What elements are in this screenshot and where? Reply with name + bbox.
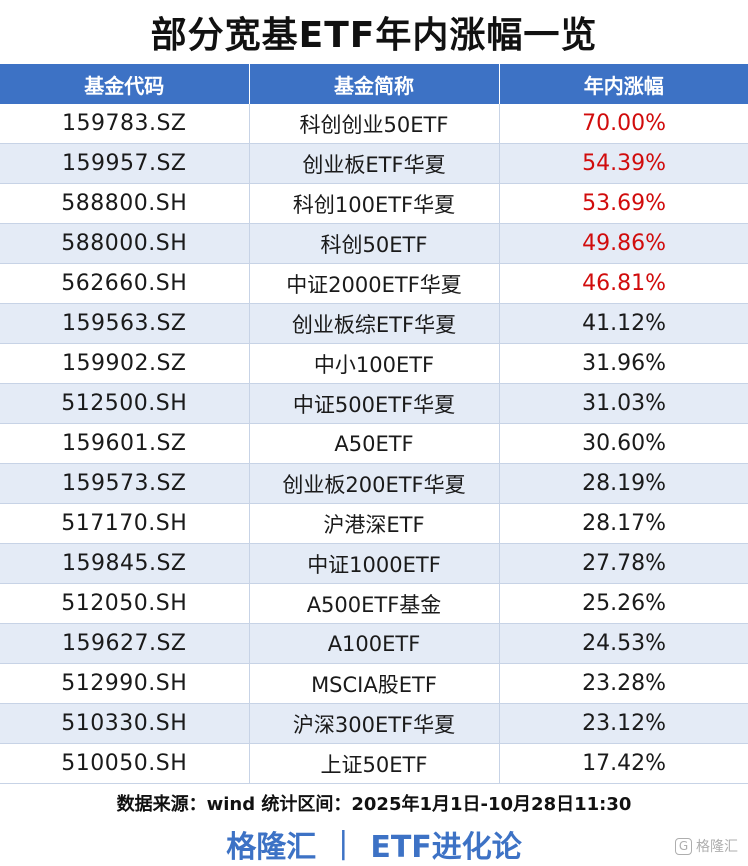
table-row: 510050.SH 上证50ETF 17.42%: [0, 743, 748, 784]
table-row: 588800.SH 科创100ETF华夏 53.69%: [0, 183, 748, 224]
fund-name-cell: A100ETF: [249, 623, 500, 664]
fund-name-cell: 中证500ETF华夏: [249, 383, 500, 424]
fund-name-cell: 沪港深ETF: [249, 503, 500, 544]
fund-code-cell: 588800.SH: [0, 183, 250, 224]
g-logo-icon: G: [675, 837, 692, 855]
watermark-text: 格隆汇: [696, 839, 738, 855]
table-row: 588000.SH 科创50ETF 49.86%: [0, 223, 748, 264]
fund-name-cell: 沪深300ETF华夏: [249, 703, 500, 744]
table-body: 159783.SZ 科创创业50ETF 70.00% 159957.SZ 创业板ETF华…: [0, 104, 748, 784]
ytd-change-cell: 24.53%: [499, 623, 748, 664]
fund-code-cell: 159957.SZ: [0, 143, 250, 184]
fund-code-cell: 159627.SZ: [0, 623, 250, 664]
fund-code-cell: 159573.SZ: [0, 463, 250, 504]
table-row: 159573.SZ 创业板200ETF华夏 28.19%: [0, 463, 748, 504]
table-row: 512050.SH A500ETF基金 25.26%: [0, 583, 748, 624]
fund-name-cell: 中小100ETF: [249, 343, 500, 384]
footer-brand-line: 格隆汇 | ETF进化论: [0, 822, 748, 865]
ytd-change-cell: 41.12%: [499, 303, 748, 344]
ytd-change-cell: 46.81%: [499, 263, 748, 304]
table-row: 510330.SH 沪深300ETF华夏 23.12%: [0, 703, 748, 744]
footer-separator: |: [338, 826, 349, 861]
table-row: 159783.SZ 科创创业50ETF 70.00%: [0, 104, 748, 144]
header-fund-code: 基金代码: [0, 64, 250, 104]
ytd-change-cell: 53.69%: [499, 183, 748, 224]
fund-name-cell: A50ETF: [249, 423, 500, 464]
table-row: 159601.SZ A50ETF 30.60%: [0, 423, 748, 464]
page-title: 部分宽基ETF年内涨幅一览: [150, 15, 598, 56]
fund-code-cell: 159902.SZ: [0, 343, 250, 384]
fund-name-cell: A500ETF基金: [249, 583, 500, 624]
fund-name-cell: 科创100ETF华夏: [249, 183, 500, 224]
ytd-change-cell: 31.03%: [499, 383, 748, 424]
fund-name-cell: 科创创业50ETF: [249, 104, 500, 144]
fund-code-cell: 588000.SH: [0, 223, 250, 264]
fund-name-cell: MSCIA股ETF: [249, 663, 500, 704]
header-fund-name: 基金简称: [249, 64, 500, 104]
table-row: 159563.SZ 创业板综ETF华夏 41.12%: [0, 303, 748, 344]
fund-name-cell: 中证1000ETF: [249, 543, 500, 584]
fund-code-cell: 510050.SH: [0, 743, 250, 784]
fund-code-cell: 159601.SZ: [0, 423, 250, 464]
ytd-change-cell: 28.19%: [499, 463, 748, 504]
ytd-change-cell: 23.12%: [499, 703, 748, 744]
ytd-change-cell: 31.96%: [499, 343, 748, 384]
table-row: 512500.SH 中证500ETF华夏 31.03%: [0, 383, 748, 424]
etf-performance-table: 基金代码 基金简称 年内涨幅 159783.SZ 科创创业50ETF 70.00% 1…: [0, 64, 748, 784]
fund-code-cell: 512990.SH: [0, 663, 250, 704]
table-row: 159845.SZ 中证1000ETF 27.78%: [0, 543, 748, 584]
table-row: 517170.SH 沪港深ETF 28.17%: [0, 503, 748, 544]
ytd-change-cell: 30.60%: [499, 423, 748, 464]
fund-name-cell: 创业板综ETF华夏: [249, 303, 500, 344]
fund-code-cell: 159845.SZ: [0, 543, 250, 584]
ytd-change-cell: 54.39%: [499, 143, 748, 184]
ytd-change-cell: 23.28%: [499, 663, 748, 704]
fund-name-cell: 创业板200ETF华夏: [249, 463, 500, 504]
ytd-change-cell: 70.00%: [499, 104, 748, 144]
fund-code-cell: 512050.SH: [0, 583, 250, 624]
fund-code-cell: 159563.SZ: [0, 303, 250, 344]
fund-code-cell: 159783.SZ: [0, 104, 250, 144]
fund-name-cell: 中证2000ETF华夏: [249, 263, 500, 304]
watermark: G 格隆汇: [675, 836, 738, 856]
footer-brand: 格隆汇: [226, 829, 317, 865]
ytd-change-cell: 28.17%: [499, 503, 748, 544]
table-row: 159957.SZ 创业板ETF华夏 54.39%: [0, 143, 748, 184]
table-row: 512990.SH MSCIA股ETF 23.28%: [0, 663, 748, 704]
table-row: 562660.SH 中证2000ETF华夏 46.81%: [0, 263, 748, 304]
ytd-change-cell: 17.42%: [499, 743, 748, 784]
fund-name-cell: 上证50ETF: [249, 743, 500, 784]
fund-code-cell: 517170.SH: [0, 503, 250, 544]
fund-code-cell: 510330.SH: [0, 703, 250, 744]
table-row: 159902.SZ 中小100ETF 31.96%: [0, 343, 748, 384]
table-header-row: 基金代码 基金简称 年内涨幅: [0, 64, 748, 104]
ytd-change-cell: 27.78%: [499, 543, 748, 584]
header-ytd-change: 年内涨幅: [499, 64, 748, 104]
fund-name-cell: 创业板ETF华夏: [249, 143, 500, 184]
table-row: 159627.SZ A100ETF 24.53%: [0, 623, 748, 664]
fund-code-cell: 562660.SH: [0, 263, 250, 304]
fund-code-cell: 512500.SH: [0, 383, 250, 424]
footer-column-name: ETF进化论: [370, 829, 522, 865]
ytd-change-cell: 25.26%: [499, 583, 748, 624]
ytd-change-cell: 49.86%: [499, 223, 748, 264]
data-source-note: 数据来源：wind 统计区间：2025年1月1日-10月28日11:30: [116, 794, 632, 815]
fund-name-cell: 科创50ETF: [249, 223, 500, 264]
